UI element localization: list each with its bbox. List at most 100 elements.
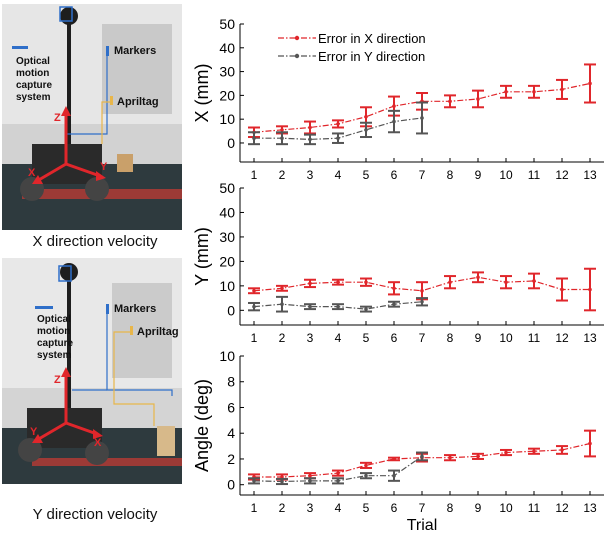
panel-1-x-tick-label: 8: [447, 168, 454, 182]
panel-3-x-tick-label: 7: [419, 501, 426, 515]
panel-1-x-tick-label: 13: [583, 168, 597, 182]
panel-1-series-2-point: [336, 136, 340, 141]
panel-2-series-2-point: [364, 307, 368, 311]
apriltag-label: Apriltag: [137, 326, 179, 338]
x-axis-arrow: [36, 162, 67, 183]
panel-1-series-1-point: [504, 90, 508, 94]
legend-marker-2: [294, 53, 300, 59]
panel-1-y-tick-label: 40: [219, 40, 235, 56]
panel-1-series-2-point: [420, 116, 424, 120]
panel-2-series-2-point: [252, 304, 256, 309]
panel-3-x-tick-label: 11: [528, 501, 541, 515]
mocap-marker-box: [59, 6, 73, 22]
panel-1-x-tick-label: 3: [307, 168, 314, 182]
panel-2-series-1-point: [504, 280, 508, 284]
panel-3-x-tick-label: 2: [279, 501, 286, 515]
panel-2-x-tick-label: 12: [555, 331, 569, 345]
panel-3-x-tick-label: 5: [363, 501, 370, 515]
panel-1-x-tick-label: 2: [279, 168, 286, 182]
panel-2-y-tick-label: 50: [219, 180, 235, 196]
panel-3-series-2-point: [364, 473, 368, 478]
panel-3-series-1-point: [280, 475, 284, 479]
panel-2-series-2-point: [308, 304, 312, 309]
panel-3-y-tick-label: 8: [227, 374, 235, 390]
panel-2-x-tick-label: 5: [363, 331, 370, 345]
panel-2-x-tick-label: 4: [335, 331, 342, 345]
photo-y-direction: Optical motion capture system Markers Ap…: [2, 258, 182, 484]
panel-3-y-tick-label: 2: [227, 451, 235, 467]
markers-label: Markers: [114, 303, 156, 315]
panel-1-series-1-point: [588, 81, 592, 86]
panel-1-series-1-point: [560, 87, 564, 92]
panel-3-y-tick-label: 10: [219, 348, 235, 364]
panel-2-y-tick-label: 40: [219, 204, 235, 220]
panel-1-series-1-point: [280, 128, 284, 132]
axis-label-y: Y: [100, 161, 108, 173]
panel-2-x-tick-label: 2: [279, 331, 286, 345]
y-axis-arrow: [65, 162, 101, 178]
panel-3-series-1-point: [476, 454, 480, 459]
panel-3-y-tick-label: 6: [227, 399, 235, 415]
panel-1-y-axis-label: X (mm): [192, 64, 212, 123]
panel-2-series-2-point: [392, 302, 396, 307]
panel-2-series-1-point: [448, 280, 452, 284]
panel-1-series-1-point: [364, 114, 368, 119]
panel-1-y-tick-label: 50: [219, 16, 235, 32]
panel-1-y-tick-label: 0: [227, 135, 235, 151]
panel-2-series-2-point: [280, 302, 284, 307]
panel-3-series-2-point: [392, 473, 396, 478]
panel-3-x-tick-label: 1: [251, 501, 258, 515]
panel-1-series-2-point: [392, 119, 396, 124]
panel-1-x-tick-label: 11: [528, 168, 541, 182]
photo-caption-x: X direction velocity: [32, 233, 158, 250]
panel-2-y-tick-label: 20: [219, 253, 235, 269]
panel-2-series-1-point: [420, 288, 424, 293]
panel-3-series-1-point: [560, 448, 564, 452]
panel-2-series-1-point: [560, 287, 564, 292]
panel-3-y-axis-label: Angle (deg): [192, 379, 212, 472]
panel-3-series-1-point: [588, 441, 592, 446]
panel-1-series-1-point: [476, 97, 480, 101]
panel-2-x-tick-label: 3: [307, 331, 314, 345]
photo-x-direction: Optical motion capture system Markers Ap…: [2, 4, 182, 230]
mocap-label-line-2: motion: [16, 68, 49, 79]
x-axis-arrow: [65, 421, 98, 436]
panel-1-series-2-point: [280, 136, 284, 141]
panel-1-x-tick-label: 12: [555, 168, 569, 182]
panel-3-series-2-point: [336, 479, 340, 483]
mocap-label-line-4: system: [37, 350, 72, 361]
panel-2-x-tick-label: 13: [583, 331, 597, 345]
panel-2-x-tick-label: 6: [391, 331, 398, 345]
panel-1-series-2-point: [308, 137, 312, 142]
panel-3-series-2-point: [420, 454, 424, 459]
panel-1-y-tick-label: 30: [219, 64, 235, 80]
panel-1-y-tick-label: 10: [219, 111, 235, 127]
panel-3-series-1-point: [448, 455, 452, 460]
panel-2-series-1-point: [364, 280, 368, 284]
mocap-label-line-1: Optical: [16, 56, 50, 67]
panel-1-series-2-point: [252, 136, 256, 141]
panel-1-series-1-point: [532, 90, 536, 94]
panel-2-series-2-point: [336, 304, 340, 309]
panel-2-x-tick-label: 1: [251, 331, 258, 345]
markers-label: Markers: [114, 45, 156, 57]
panel-2-x-tick-label: 8: [447, 331, 454, 345]
axis-label-z: Z: [54, 374, 61, 386]
mocap-label-line-4: system: [16, 92, 51, 103]
mocap-label-line-3: capture: [37, 338, 74, 349]
panel-2-series-1-point: [280, 286, 284, 291]
panel-3-x-tick-label: 9: [475, 501, 482, 515]
panel-1-x-tick-label: 10: [499, 168, 513, 182]
panel-3-x-tick-label: 13: [583, 501, 597, 515]
panel-3-series-1-point: [364, 463, 368, 468]
panel-3-x-axis-label: Trial: [407, 517, 438, 533]
panel-3-series-2-point: [252, 479, 256, 483]
panel-1-series-1-point: [392, 104, 396, 108]
y-axis-arrow: [36, 421, 67, 442]
panel-2-series-1-point: [392, 286, 396, 291]
apriltag-label: Apriltag: [117, 96, 159, 108]
panel-2-y-tick-label: 0: [227, 302, 235, 318]
panel-3-series-1-point: [392, 457, 396, 461]
legend-label-2: Error in Y direction: [318, 49, 425, 64]
axis-label-z: Z: [54, 112, 61, 124]
